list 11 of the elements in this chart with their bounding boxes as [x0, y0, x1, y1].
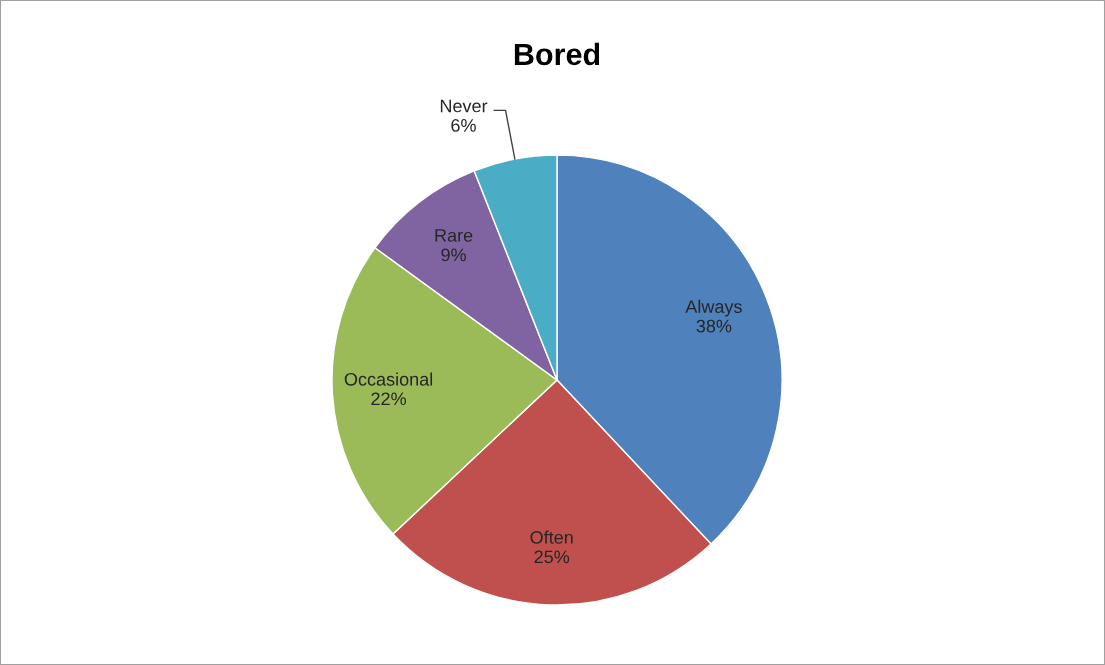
data-label: 6%: [451, 119, 476, 132]
data-label: 38%: [696, 319, 732, 333]
data-label: 22%: [371, 392, 407, 406]
data-label: 9%: [441, 248, 466, 262]
chart-title: Bored: [514, 42, 600, 66]
slice-label: Rare: [435, 229, 473, 242]
slice-label: Often: [530, 530, 573, 544]
data-label: 25%: [534, 550, 570, 564]
slice-label: Occasional: [344, 372, 433, 386]
slice-label: Never: [440, 99, 488, 113]
slice-label: Always: [685, 299, 742, 317]
